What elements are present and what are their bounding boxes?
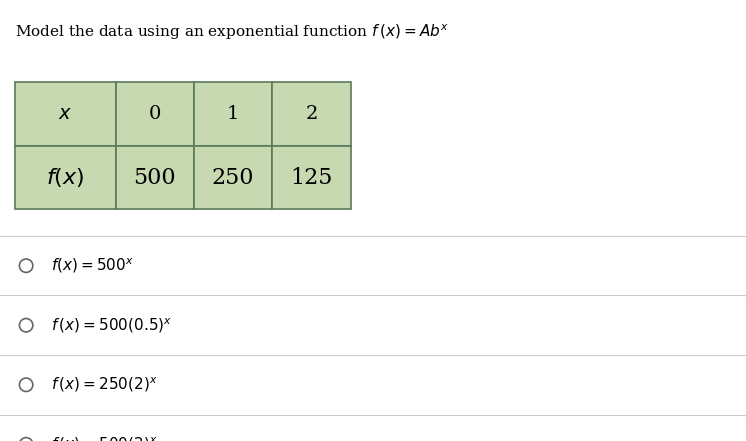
- Text: $f(x)$: $f(x)$: [46, 166, 84, 189]
- Text: $f\,(x) = 250(2)^x$: $f\,(x) = 250(2)^x$: [51, 375, 157, 394]
- Text: 125: 125: [290, 167, 333, 188]
- Text: 500: 500: [134, 167, 176, 188]
- Text: $f\,(x) = 500(0.5)^x$: $f\,(x) = 500(0.5)^x$: [51, 316, 172, 335]
- Bar: [116, 146, 194, 209]
- Text: $f(x) = 500^x$: $f(x) = 500^x$: [51, 256, 134, 275]
- Bar: [272, 82, 351, 146]
- Bar: [194, 82, 272, 146]
- Text: $f\,(x) = 500(2)^x$: $f\,(x) = 500(2)^x$: [51, 435, 157, 441]
- Text: 2: 2: [305, 105, 318, 123]
- Text: 0: 0: [148, 105, 161, 123]
- Bar: [15, 82, 116, 146]
- Bar: [15, 146, 116, 209]
- Bar: [272, 146, 351, 209]
- Text: Model the data using an exponential function $f\,(x) = Ab^x$: Model the data using an exponential func…: [15, 22, 448, 41]
- Text: $x$: $x$: [58, 105, 72, 123]
- Text: 1: 1: [227, 105, 239, 123]
- Bar: [194, 146, 272, 209]
- Text: 250: 250: [212, 167, 254, 188]
- Bar: [116, 82, 194, 146]
